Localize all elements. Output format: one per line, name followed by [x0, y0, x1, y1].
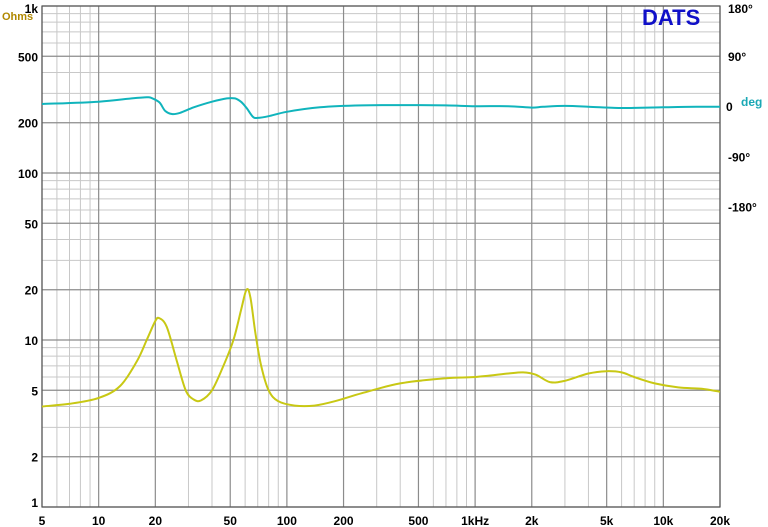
- right-axis-unit-label: deg: [741, 95, 762, 109]
- x-tick-label: 20k: [710, 514, 730, 527]
- phase-curve: [41, 96, 721, 120]
- dats-logo: DATS: [642, 5, 700, 30]
- left-tick-label: 1: [31, 496, 38, 510]
- left-tick-label: 100: [18, 167, 38, 181]
- impedance-curve: [41, 287, 721, 408]
- left-tick-label: 1k: [25, 2, 39, 16]
- x-tick-label: 20: [149, 514, 163, 527]
- x-tick-label: 50: [224, 514, 238, 527]
- x-axis-tick-labels: 5 10 20 50 100 200 500 1kHz 2k 5k 10k 20k: [39, 514, 731, 527]
- x-tick-label: 2k: [525, 514, 539, 527]
- x-tick-label: 100: [277, 514, 297, 527]
- right-tick-label: 0: [726, 100, 733, 114]
- x-tick-label: 500: [408, 514, 428, 527]
- left-tick-label: 500: [18, 50, 38, 64]
- left-axis-unit-label: Ohms: [2, 11, 33, 23]
- left-axis-tick-labels: 1k 500 200 100 50 20 10 5 2 1: [18, 2, 38, 510]
- x-tick-label: 10: [92, 514, 106, 527]
- left-tick-label: 200: [18, 117, 38, 131]
- right-tick-label: -90°: [728, 150, 750, 164]
- x-tick-label: 200: [334, 514, 354, 527]
- right-tick-label: 180°: [728, 2, 753, 16]
- left-tick-label: 20: [25, 284, 39, 298]
- x-tick-label: 5: [39, 514, 46, 527]
- left-tick-label: 2: [31, 451, 38, 465]
- series-layer: [41, 96, 721, 408]
- x-tick-label: 10k: [653, 514, 673, 527]
- left-tick-label: 50: [25, 217, 39, 231]
- right-tick-label: 90°: [728, 50, 746, 64]
- right-axis-tick-labels: 180° 90° 0 -90° -180°: [726, 2, 757, 214]
- left-tick-label: 10: [25, 334, 39, 348]
- grid-major: [41, 5, 721, 508]
- left-tick-label: 5: [31, 384, 38, 398]
- x-tick-label: 5k: [600, 514, 614, 527]
- plot-frame: [41, 5, 721, 508]
- right-tick-label: -180°: [728, 200, 757, 214]
- x-tick-label: 1kHz: [461, 514, 489, 527]
